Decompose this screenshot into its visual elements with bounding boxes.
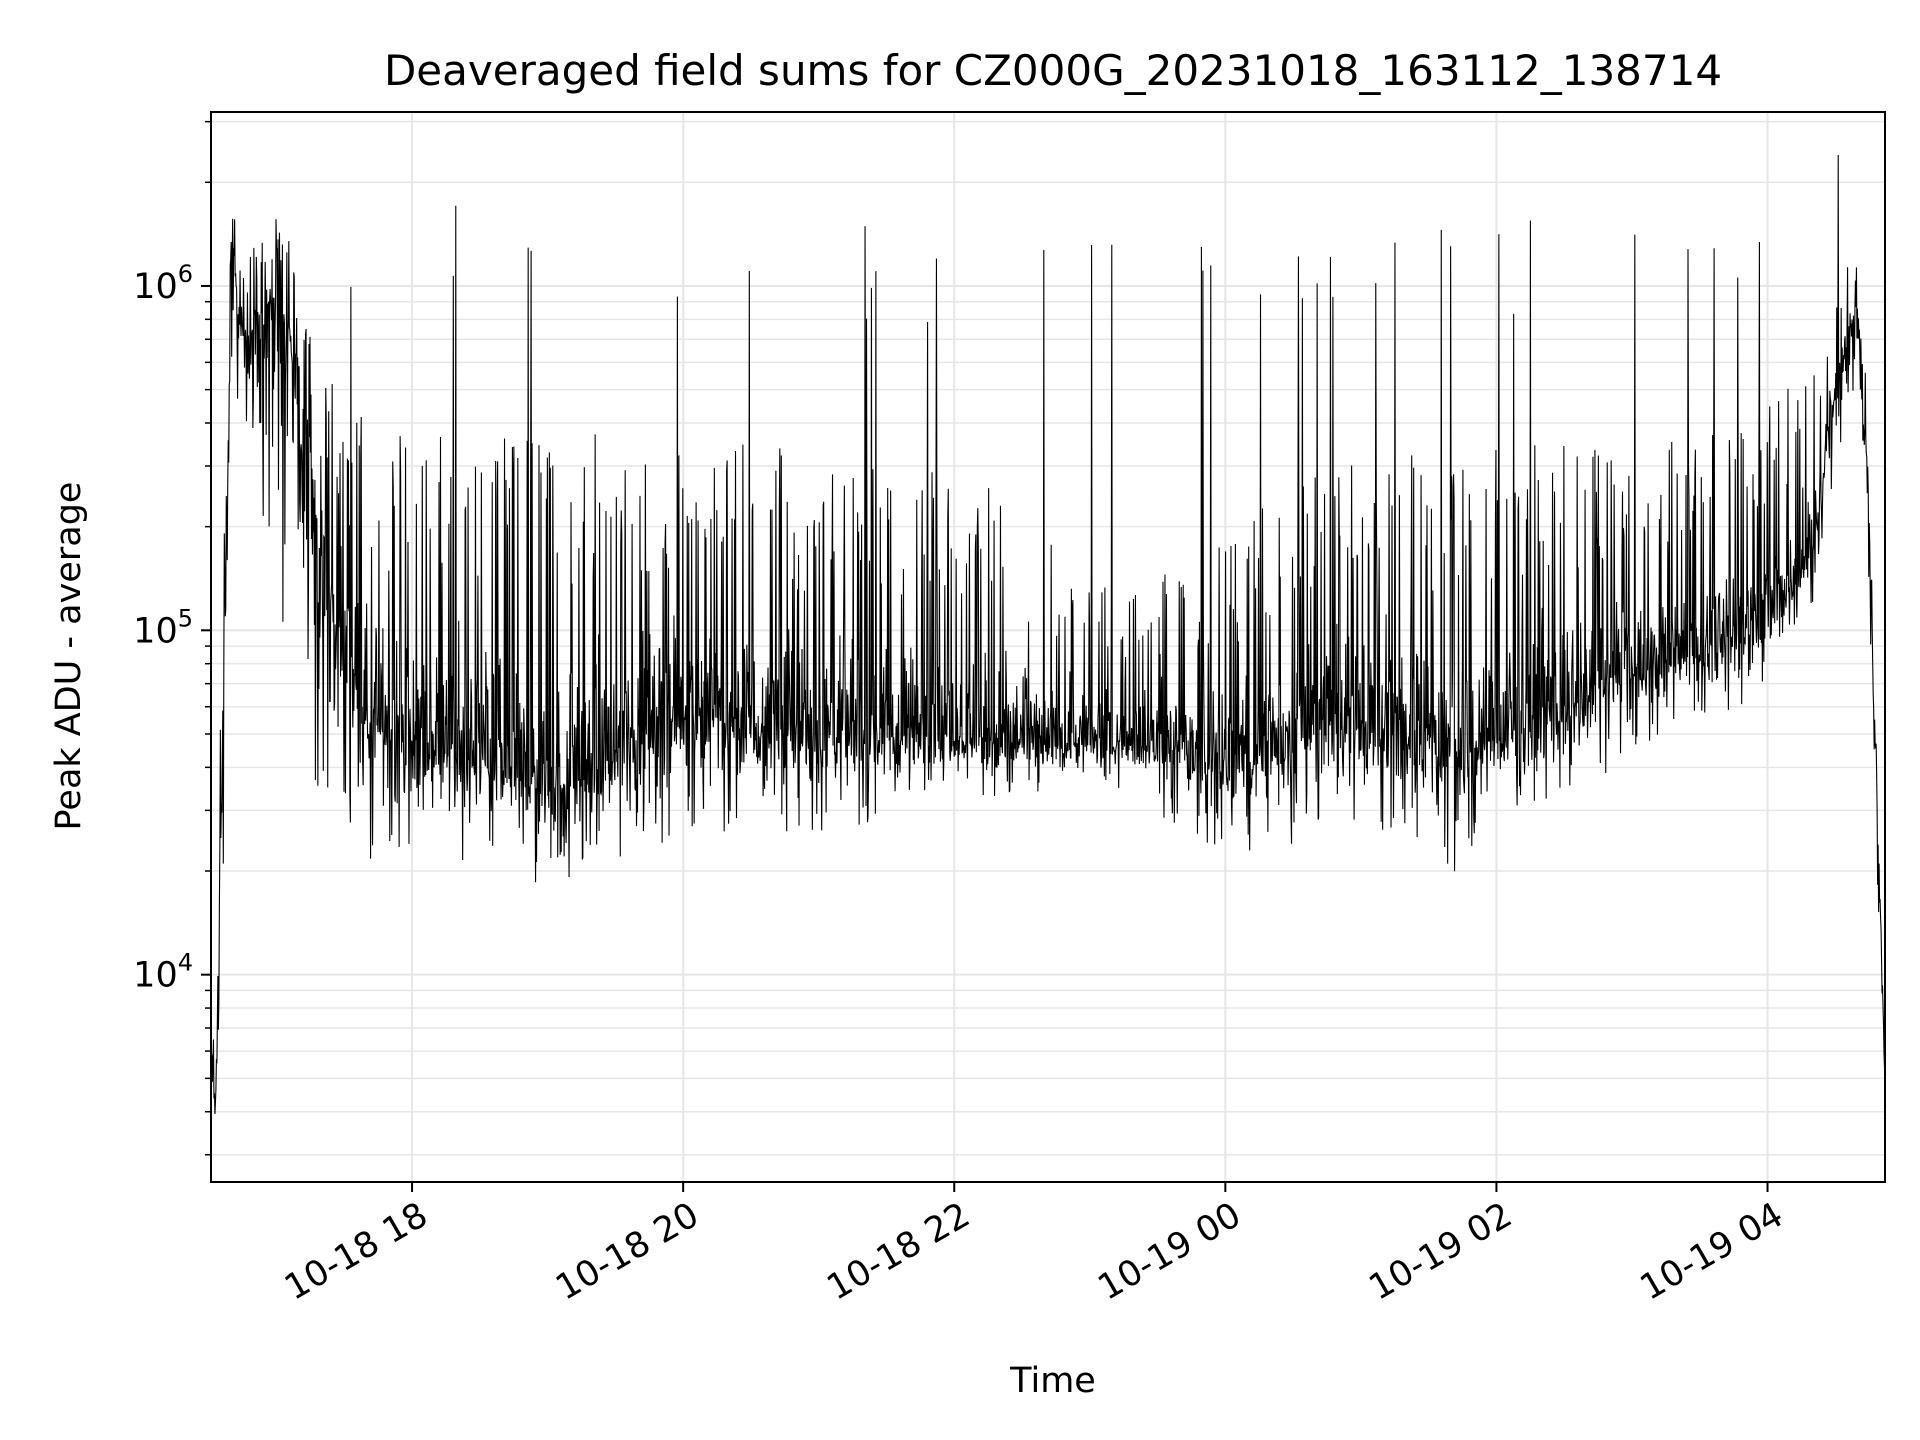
series-line-segment [801,226,902,831]
series-line-segment [407,205,508,861]
chart-title: Deaveraged field sums for CZ000G_2023101… [384,46,1722,95]
y-tick-label-base: 10 [133,611,178,651]
series-line-segment [604,296,705,857]
y-tick-label-exponent: 4 [178,949,193,977]
series-line-segment [210,218,311,1114]
series-line-segment [1490,220,1591,806]
series-line-segment [900,258,1000,796]
series-line-segment [308,286,409,859]
series-line-segment [1195,246,1296,851]
series-line-segment [1293,256,1394,830]
plot-frame [210,111,1886,1183]
y-tick-label-base: 10 [133,956,178,996]
series-line-segment [702,270,803,832]
y-tick-label-exponent: 6 [178,260,193,288]
series-line-segment [1687,241,1788,713]
series-group [210,155,1886,1114]
series-line-segment [998,244,1099,793]
y-tick-label-base: 10 [133,267,178,307]
series-line-segment [1096,244,1197,823]
y-tick-label: 105 [133,604,193,651]
series-line-segment [505,247,606,883]
series-line-segment [1786,155,1886,1085]
y-tick-label: 104 [133,949,193,996]
series-line-segment [1392,229,1493,872]
x-axis-label: Time [1009,1361,1096,1401]
series-line-segment [1589,234,1690,774]
y-tick-label-exponent: 5 [178,604,193,632]
y-axis-label: Peak ADU - average [49,482,89,831]
y-tick-label: 106 [133,260,193,307]
